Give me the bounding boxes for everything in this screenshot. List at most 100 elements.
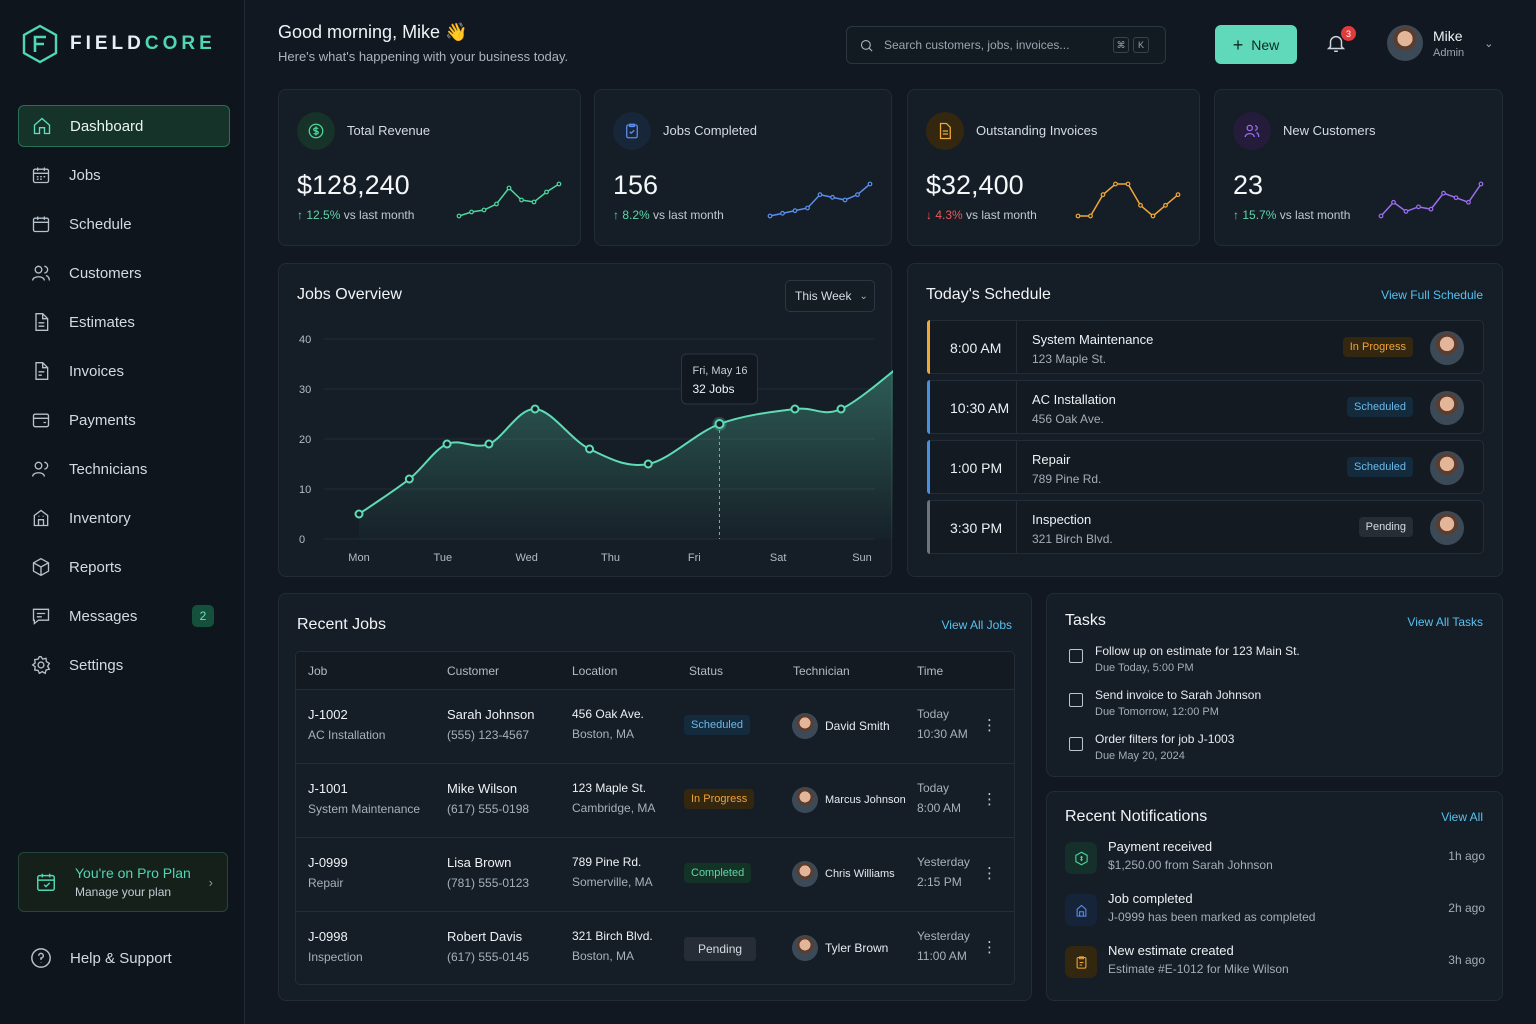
sidebar-item-payments[interactable]: Payments: [18, 399, 230, 441]
greeting: Good morning, Mike 👋 Here's what's happe…: [278, 22, 568, 64]
sparkline-point: [792, 208, 798, 214]
stat-card-new-customers[interactable]: New Customers 23 ↑ 15.7% vs last month: [1214, 89, 1503, 246]
status-badge: In Progress: [1342, 337, 1413, 357]
task-title: Follow up on estimate for 123 Main St.: [1095, 644, 1300, 658]
schedule-item[interactable]: 1:00 PM Repair 789 Pine Rd. Scheduled: [927, 440, 1484, 494]
logo-icon: [22, 24, 58, 64]
more-options-icon[interactable]: ⋮: [982, 791, 997, 808]
table-row[interactable]: J-1002 AC Installation Sarah Johnson (555)…: [296, 690, 1014, 764]
data-point: [643, 459, 653, 469]
data-point: [714, 419, 725, 429]
more-options-icon[interactable]: ⋮: [982, 939, 997, 956]
task-item[interactable]: Follow up on estimate for 123 Main St. Du…: [1069, 644, 1300, 674]
task-checkbox[interactable]: [1069, 693, 1083, 707]
calendar-icon: [32, 216, 50, 233]
time-hour: 10:30 AM: [917, 727, 968, 741]
stat-card-jobs-completed[interactable]: Jobs Completed 156 ↑ 8.2% vs last month: [594, 89, 892, 246]
user-menu[interactable]: Mike Admin ⌄: [1387, 25, 1493, 61]
search-box[interactable]: ⌘ K: [846, 26, 1166, 64]
sidebar-item-messages[interactable]: Messages 2: [18, 595, 230, 637]
column-header[interactable]: Customer: [447, 664, 500, 678]
greeting-title: Good morning, Mike 👋: [278, 22, 468, 42]
search-input[interactable]: [884, 38, 1104, 52]
column-header[interactable]: Location: [572, 664, 618, 678]
sidebar-item-reports[interactable]: Reports: [18, 546, 230, 588]
notifications-button[interactable]: 3: [1325, 26, 1356, 56]
sparkline-point: [1391, 199, 1396, 205]
customer-name: Robert Davis: [447, 929, 523, 944]
search-shortcut: ⌘ K: [1113, 37, 1149, 53]
notification-title: Job completed: [1108, 891, 1193, 906]
stat-card-outstanding-invoices[interactable]: Outstanding Invoices $32,400 ↓ 4.3% vs l…: [907, 89, 1200, 246]
task-checkbox[interactable]: [1069, 649, 1083, 663]
table-row[interactable]: J-0998 Inspection Robert Davis (617) 555-0…: [296, 912, 1014, 984]
sidebar-item-schedule[interactable]: Schedule: [18, 203, 230, 245]
chevron-right-icon: ›: [208, 875, 213, 890]
notification-item[interactable]: Job completed J-0999 has been marked as …: [1065, 891, 1485, 931]
sidebar-item-inventory[interactable]: Inventory: [18, 497, 230, 539]
column-header[interactable]: Status: [689, 664, 724, 678]
task-due: Due May 20, 2024: [1095, 750, 1185, 762]
schedule-item[interactable]: 10:30 AM AC Installation 456 Oak Ave. Sc…: [927, 380, 1484, 434]
task-item[interactable]: Order filters for job J-1003 Due May 20, …: [1069, 732, 1234, 762]
stat-change: ↑ 15.7% vs last month: [1233, 208, 1351, 222]
pro-plan-card[interactable]: You're on Pro Plan Manage your plan ›: [18, 852, 228, 912]
status-badge: Scheduled: [684, 715, 750, 735]
wave-emoji: 👋: [445, 22, 468, 42]
bell-icon: [1326, 35, 1346, 52]
sidebar-item-customers[interactable]: Customers: [18, 252, 230, 294]
notifications-title: Recent Notifications: [1065, 808, 1208, 825]
technician-name: Tyler Brown: [825, 941, 889, 955]
sidebar-item-label: Estimates: [69, 313, 135, 331]
schedule-address: 123 Maple St.: [1032, 352, 1107, 366]
arrow-up-icon: ↑: [613, 208, 619, 222]
sidebar-item-invoices[interactable]: Invoices: [18, 350, 230, 392]
data-point: [836, 404, 846, 414]
stat-card-revenue[interactable]: Total Revenue $128,240 ↑ 12.5% vs last m…: [278, 89, 581, 246]
status-badge: Pending: [684, 937, 757, 961]
help-support-link[interactable]: Help & Support: [30, 947, 172, 969]
data-point: [530, 404, 540, 414]
view-all-jobs-link[interactable]: View All Jobs: [941, 618, 1012, 632]
view-all-tasks-link[interactable]: View All Tasks: [1407, 615, 1483, 629]
customer-phone: (555) 123-4567: [447, 728, 530, 742]
sidebar-item-dashboard[interactable]: Dashboard: [18, 105, 230, 147]
x-tick-label: Sun: [852, 552, 872, 564]
schedule-item[interactable]: 8:00 AM System Maintenance 123 Maple St.…: [927, 320, 1484, 374]
notification-count-badge: 3: [1341, 26, 1356, 41]
notification-item[interactable]: New estimate created Estimate #E-1012 fo…: [1065, 943, 1485, 983]
view-full-schedule-link[interactable]: View Full Schedule: [1381, 288, 1483, 302]
column-header[interactable]: Time: [917, 664, 944, 678]
sidebar-item-label: Invoices: [69, 362, 125, 380]
table-row[interactable]: J-0999 Repair Lisa Brown (781) 555-0123 78…: [296, 838, 1014, 912]
brand-logo[interactable]: FIELDCORE: [22, 24, 216, 64]
sidebar-item-technicians[interactable]: Technicians: [18, 448, 230, 490]
new-button[interactable]: + New: [1215, 25, 1297, 64]
status-bar: [927, 320, 930, 374]
more-options-icon[interactable]: ⋮: [982, 717, 997, 734]
sidebar-item-estimates[interactable]: Estimates: [18, 301, 230, 343]
command-key: ⌘: [1113, 37, 1129, 53]
schedule-title: Repair: [1032, 452, 1071, 467]
sparkline-point: [842, 197, 848, 203]
location-line1: 789 Pine Rd.: [572, 855, 642, 869]
view-all-notifications-link[interactable]: View All: [1441, 810, 1483, 824]
task-checkbox[interactable]: [1069, 737, 1083, 751]
schedule-item[interactable]: 3:30 PM Inspection 321 Birch Blvd. Pendi…: [927, 500, 1484, 554]
sidebar-item-label: Settings: [69, 656, 124, 674]
column-header[interactable]: Job: [308, 664, 328, 678]
range-dropdown[interactable]: This Week ⌄: [785, 280, 875, 312]
sidebar-item-jobs[interactable]: Jobs: [18, 154, 230, 196]
time-hour: 2:15 PM: [917, 875, 962, 889]
job-type: Repair: [308, 876, 344, 890]
task-item[interactable]: Send invoice to Sarah Johnson Due Tomorro…: [1069, 688, 1261, 718]
help-icon: [31, 948, 51, 968]
sparkline-point: [1088, 213, 1093, 219]
column-header[interactable]: Technician: [793, 664, 850, 678]
notification-item[interactable]: Payment received $1,250.00 from Sarah Jo…: [1065, 839, 1485, 879]
more-options-icon[interactable]: ⋮: [982, 865, 997, 882]
sparkline-point: [1075, 213, 1081, 219]
table-row[interactable]: J-1001 System Maintenance Mike Wilson (617…: [296, 764, 1014, 838]
notification-time: 3h ago: [1448, 953, 1485, 967]
sidebar-item-settings[interactable]: Settings: [18, 644, 230, 686]
